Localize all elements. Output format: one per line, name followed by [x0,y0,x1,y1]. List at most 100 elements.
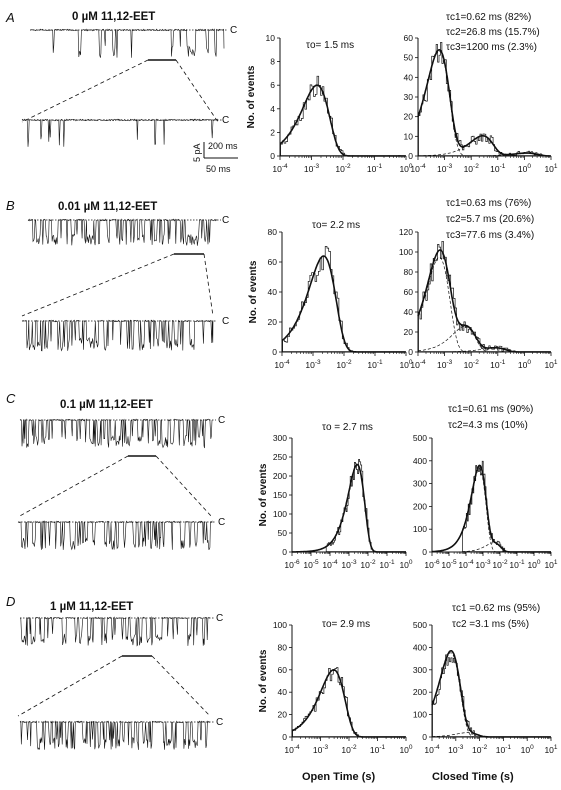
condition-label: 0 µM 11,12-EET [72,11,155,23]
y-axis-title: No. of events [258,649,269,712]
x-tick-label: 10-3 [475,559,491,570]
fit-component [432,732,551,738]
x-tick-label: 10-1 [490,359,506,370]
fit-curve [292,463,406,553]
fit-component [418,152,551,157]
x-tick-label: 10-2 [464,359,480,370]
y-tick-label: 40 [278,687,288,697]
zoom-guide-right [151,655,211,717]
condition-label: 0.01 µM 11,12-EET [58,201,157,213]
scale-bar: 5 pA 200 ms 50 ms [192,141,238,174]
y-tick-label: 100 [399,247,413,257]
x-tick-label: 10-3 [437,163,453,174]
x-tick-label: 100 [527,559,540,570]
x-tick-label: 10-5 [441,559,457,570]
y-tick-label: 120 [399,227,413,237]
fit-component [432,468,551,553]
y-tick-label: 40 [268,287,278,297]
x-tick-label: 10-1 [367,163,383,174]
y-tick-label: 0 [282,732,287,742]
x-tick-label: 100 [518,163,531,174]
x-tick-label: 10-4 [410,359,426,370]
x-tick-label: 10-4 [424,744,440,755]
panel-letter: C [6,391,16,406]
fit-curve [417,249,551,353]
x-tick-label: 10-1 [509,559,525,570]
y-tick-label: 30 [404,92,414,102]
y-tick-label: 4 [270,104,275,114]
x-tick-label: 100 [399,163,412,174]
current-trace [20,616,211,647]
x-tick-label: 100 [399,559,412,570]
y-tick-label: 300 [413,479,427,489]
open-tau-label: τo = 2.7 ms [322,422,373,433]
zoom-guide-left [21,253,175,317]
y-tick-label: 60 [404,33,414,43]
histogram-bars [418,41,551,157]
closed-level-label: C [222,115,229,126]
scale-bar-time-short-label: 50 ms [206,164,231,174]
closed-tau-3: τc3=77.6 ms (3.4%) [446,230,534,241]
y-tick-label: 40 [404,307,414,317]
fit-component [417,50,551,157]
fit-curve [431,650,551,738]
x-tick-label: 10-3 [341,559,357,570]
closed-level-label: C [216,717,223,728]
current-trace [27,218,218,246]
trace-group: CC [21,25,237,147]
y-tick-label: 80 [278,642,288,652]
x-tick-label: 100 [399,744,412,755]
x-tick-label: 10-2 [492,559,508,570]
closed-tau-1: τc1=0.62 ms (82%) [446,12,531,23]
y-axis-title: No. of events [246,65,257,128]
x-tick-label: 10-1 [370,744,386,755]
y-tick-label: 50 [278,528,288,538]
fit-curve [291,668,406,738]
x-tick-label: 10-6 [284,559,300,570]
x-tick-label: 10-1 [490,163,506,174]
y-tick-label: 0 [270,151,275,161]
y-tick-label: 0 [282,547,287,557]
closed-tau-2: τc2 =3.1 ms (5%) [452,619,529,630]
x-tick-label: 10-2 [341,744,357,755]
scale-bar-time-long-label: 200 ms [208,141,238,151]
histogram-chart: 0 100 200 300 400 500 10-4 10-3 10-2 10-1 100 101 [413,620,558,755]
fit-curve [281,255,406,353]
trace-group: CC [17,415,225,551]
fit-component [417,256,551,353]
y-tick-label: 0 [408,347,413,357]
y-tick-label: 60 [404,287,414,297]
y-tick-label: 250 [273,452,287,462]
open-tau-label: τo= 2.9 ms [322,619,370,630]
x-tick-label: 10-4 [284,744,300,755]
condition-label: 0.1 µM 11,12-EET [60,399,153,411]
fit-curve [432,464,551,553]
y-tick-label: 80 [404,267,414,277]
x-tick-label: 101 [544,359,557,370]
trace-group: CC [17,613,223,751]
y-tick-label: 200 [413,687,427,697]
x-tick-label: 10-2 [464,163,480,174]
y-tick-label: 300 [273,433,287,443]
y-tick-label: 300 [413,665,427,675]
fit-curve [279,84,406,157]
y-tick-label: 8 [270,57,275,67]
y-tick-label: 50 [404,53,414,63]
y-axis-title: No. of events [248,260,259,323]
closed-level-label: C [218,517,225,528]
zoom-guide-left [21,59,149,123]
y-tick-label: 100 [273,509,287,519]
closed-level-label: C [230,25,237,36]
x-tick-label: 101 [544,163,557,174]
y-tick-label: 150 [273,490,287,500]
closed-tau-3: τc3=1200 ms (2.3%) [446,42,537,53]
x-tick-label: 10-4 [458,559,474,570]
y-tick-label: 20 [268,317,278,327]
y-tick-label: 200 [273,471,287,481]
x-tick-label: 10-2 [335,163,351,174]
panel-letter: D [6,594,15,609]
x-tick-label: 10-4 [274,359,290,370]
